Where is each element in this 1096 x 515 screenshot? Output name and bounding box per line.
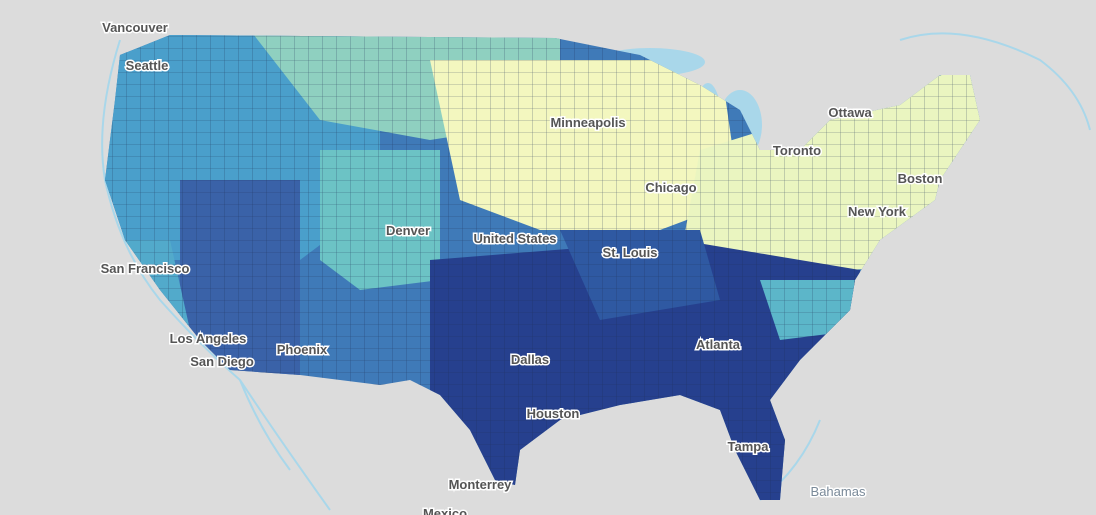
place-label: Denver: [386, 223, 430, 238]
place-label: Minneapolis: [550, 115, 625, 130]
place-label: Boston: [898, 171, 943, 186]
place-label: New York: [848, 204, 907, 219]
place-label: United States: [473, 231, 556, 246]
place-label: Atlanta: [696, 337, 741, 352]
place-label: Seattle: [126, 58, 169, 73]
place-label: Houston: [527, 406, 580, 421]
place-label: Toronto: [773, 143, 821, 158]
place-label: Mexico: [423, 506, 467, 515]
place-label: Ottawa: [828, 105, 872, 120]
place-label: San Francisco: [101, 261, 190, 276]
place-label: Dallas: [511, 352, 549, 367]
place-label: Los Angeles: [170, 331, 247, 346]
place-label: Tampa: [728, 439, 770, 454]
place-label: Chicago: [645, 180, 696, 195]
place-label: Monterrey: [449, 477, 513, 492]
place-label: San Diego: [190, 354, 254, 369]
place-label: Bahamas: [811, 484, 866, 499]
place-label: St. Louis: [603, 245, 658, 260]
place-label: Vancouver: [102, 20, 168, 35]
place-label: Phoenix: [277, 342, 328, 357]
